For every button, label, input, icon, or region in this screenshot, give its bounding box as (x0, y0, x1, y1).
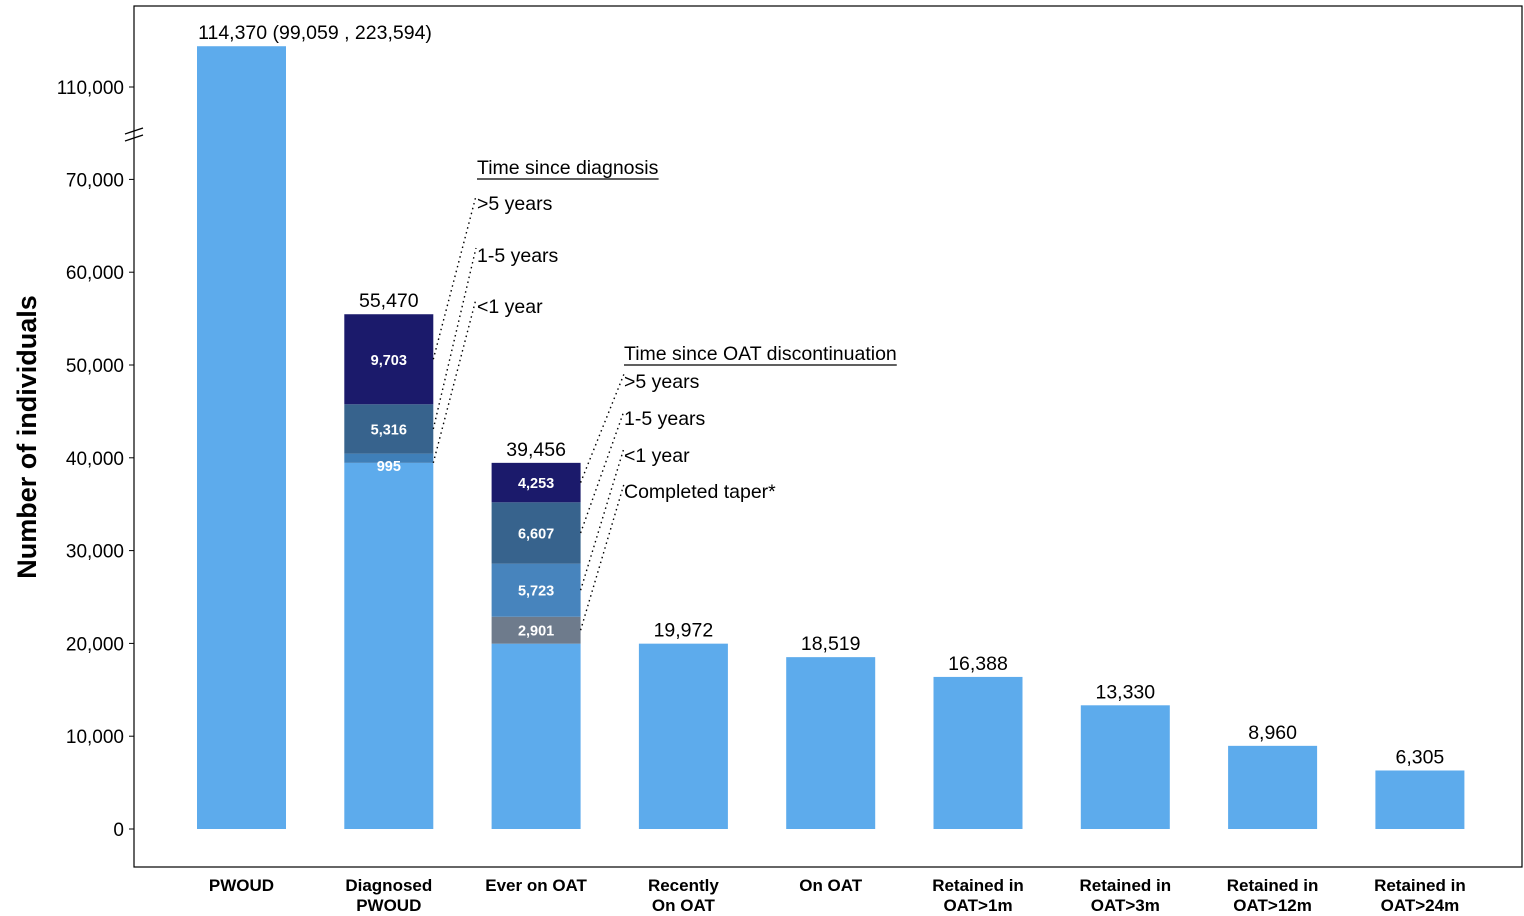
bar (638, 643, 728, 829)
stacked-segments: 995 5,316 9,703 2,901 5,723 6,607 4,253 (344, 314, 581, 644)
stack-segment-label: 5,316 (371, 422, 407, 438)
leader-line (579, 447, 625, 591)
y-axis-title: Number of individuals (12, 295, 42, 579)
stack-annotations: <1 year 1-5 years >5 years Time since diagn… (432, 157, 897, 631)
axis-break-mark (124, 127, 144, 135)
bar (933, 676, 1023, 829)
y-tick-label: 70,000 (66, 170, 124, 191)
bar (1080, 705, 1170, 829)
x-category-label: Retained in (932, 876, 1024, 895)
x-category-label: Retained in (1079, 876, 1171, 895)
y-tick-label: 40,000 (66, 449, 124, 470)
axis-break-mark (124, 134, 144, 142)
bars (197, 46, 1465, 829)
bar-value-label: 18,519 (801, 633, 861, 655)
stack-segment (491, 502, 581, 564)
y-tick-label: 10,000 (66, 727, 124, 748)
x-category-label: On OAT (652, 896, 716, 915)
bar-upper-part (197, 46, 286, 132)
leader-line (432, 247, 477, 430)
x-category-label: PWOUD (356, 896, 421, 915)
bar-value-label: 114,370 (99,059 , 223,594) (198, 22, 432, 44)
bar-value-labels: 114,370 (99,059 , 223,594) 55,470 39,456 19… (198, 22, 1444, 768)
stack-legend-item: 1-5 years (624, 408, 706, 430)
leader-line (432, 195, 477, 360)
y-tick-label: 20,000 (66, 634, 124, 655)
stack-legend-item: Completed taper* (624, 481, 776, 503)
bar (786, 657, 876, 829)
y-tick-label: 30,000 (66, 542, 124, 563)
y-tick-label: 60,000 (66, 263, 124, 284)
bar-value-label: 39,456 (506, 439, 566, 461)
x-category-label: Diagnosed (345, 876, 432, 895)
stack-segment-label: 5,723 (518, 584, 554, 600)
x-category-label: Ever on OAT (485, 876, 587, 895)
stack-segment (491, 462, 581, 503)
x-category-label: OAT>3m (1091, 896, 1160, 915)
stack-segment-label: 995 (377, 459, 401, 475)
stack-segment-label: 6,607 (518, 526, 554, 542)
y-axis-tick-labels: 0 10,000 20,000 30,000 40,000 50,000 60,000 70,… (57, 78, 124, 841)
x-category-label: Retained in (1374, 876, 1466, 895)
stack-segment (491, 616, 581, 644)
plot-border (133, 5, 1523, 868)
stack-legend-item: 1-5 years (477, 245, 559, 267)
x-category-label: PWOUD (209, 876, 274, 895)
leader-line (579, 483, 625, 631)
stack-legend-title: Time since OAT discontinuation (624, 343, 897, 365)
bar (344, 462, 434, 829)
bar-value-label: 8,960 (1248, 722, 1297, 744)
stack-legend-title: Time since diagnosis (477, 157, 659, 179)
bar-lower-part (197, 121, 286, 829)
bar (491, 643, 581, 829)
y-tick-label: 110,000 (57, 78, 124, 99)
stack-legend-item: >5 years (477, 193, 553, 215)
bar-value-label: 55,470 (359, 290, 419, 312)
x-category-label: OAT>12m (1233, 896, 1312, 915)
leader-line (432, 298, 477, 464)
stack-segment (491, 563, 581, 617)
bar-value-label: 16,388 (948, 653, 1008, 675)
stack-segment (344, 453, 434, 463)
stack-legend-item: <1 year (624, 445, 690, 467)
stack-segment (344, 314, 434, 405)
stack-segment (344, 404, 434, 454)
bar (1228, 745, 1318, 829)
y-tick-label: 50,000 (66, 356, 124, 377)
axes (124, 5, 1523, 868)
stack-legend-item: <1 year (477, 296, 543, 318)
x-category-label: OAT>24m (1381, 896, 1460, 915)
bar-value-label: 13,330 (1095, 681, 1155, 703)
stack-segment-label: 9,703 (371, 353, 407, 369)
x-category-label: OAT>1m (943, 896, 1012, 915)
x-category-label: On OAT (799, 876, 863, 895)
x-category-label: Retained in (1227, 876, 1319, 895)
bar-value-label: 6,305 (1395, 746, 1444, 768)
bar (1375, 770, 1465, 829)
x-category-label: Recently (648, 876, 719, 895)
leader-line (579, 410, 625, 534)
y-tick-label: 0 (113, 820, 124, 841)
stack-legend-item: >5 years (624, 371, 700, 393)
stack-segment-label: 4,253 (518, 476, 554, 492)
stack-segment-label: 2,901 (518, 624, 554, 640)
bar-value-label: 19,972 (654, 620, 714, 642)
